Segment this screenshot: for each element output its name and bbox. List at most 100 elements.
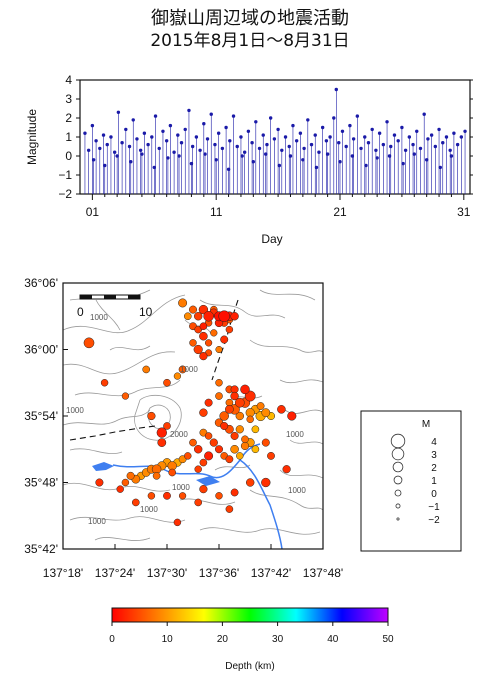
epicenter (230, 391, 239, 401)
mt-point (86, 148, 91, 152)
epicenter (121, 392, 130, 400)
epicenter (147, 492, 156, 500)
epicenter (198, 304, 209, 315)
mt-point (116, 110, 121, 115)
mt-point (124, 127, 128, 132)
mt-point (157, 146, 161, 151)
mt-point (348, 123, 352, 128)
mt-point (115, 154, 119, 158)
mt-point (216, 131, 221, 135)
map-lon-label: 137°36' (199, 566, 239, 580)
lake (92, 462, 114, 471)
mt-point (90, 123, 95, 128)
mt-point (166, 156, 170, 160)
mt-ytick-label: 4 (65, 73, 72, 87)
epicenter (194, 498, 203, 507)
epicenter (100, 379, 109, 387)
epicenter (209, 438, 218, 447)
mt-xtick-label: 01 (86, 205, 100, 219)
mt-point (375, 156, 379, 160)
chart-title: 御嶽山周辺域の地震活動 (151, 8, 349, 29)
mt-ytick-label: −1 (58, 168, 72, 182)
epicenter (240, 384, 250, 395)
mt-point (325, 152, 330, 156)
mt-point (459, 135, 464, 139)
contour-label: 1000 (180, 365, 198, 374)
mt-point (120, 141, 124, 145)
mt-point (338, 160, 342, 164)
mt-point (142, 131, 147, 135)
mt-point (350, 154, 355, 158)
legend-circle (392, 461, 404, 473)
epicenter (230, 488, 239, 497)
epicenter (199, 352, 208, 361)
epicenter (204, 451, 214, 461)
map-lon-label: 137°18' (43, 566, 83, 580)
epicenter (126, 471, 135, 480)
mt-point (257, 146, 262, 151)
mt-point (140, 152, 144, 156)
mt-point (332, 116, 336, 120)
epicenter (178, 298, 188, 308)
mt-point (205, 137, 210, 141)
mt-point (401, 161, 405, 166)
map-lon-label: 137°48' (303, 566, 343, 580)
epicenter (230, 312, 239, 321)
epicenter (261, 477, 271, 488)
mt-point (344, 144, 348, 149)
legend-label: 4 (431, 437, 437, 448)
epicenter (215, 345, 223, 354)
chart-subtitle: 2015年8月1日～8月31日 (150, 31, 350, 51)
legend-circle (393, 475, 403, 485)
epicenter (220, 335, 229, 344)
mt-point (441, 141, 445, 145)
mt-point (363, 135, 367, 139)
epicenter (261, 408, 271, 418)
mt-point (220, 146, 225, 151)
mt-point (146, 142, 150, 147)
contour-label: 2000 (170, 430, 188, 439)
mt-point (131, 118, 135, 122)
contour-label: 1000 (66, 406, 84, 415)
epicenter (168, 468, 177, 477)
mt-point (150, 135, 154, 139)
mt-point (314, 165, 319, 170)
mt-point (101, 133, 106, 137)
epicenter (225, 505, 234, 513)
mt-point (190, 144, 195, 149)
epicenter (152, 472, 161, 480)
mt-point (187, 108, 191, 113)
epicenter (246, 478, 255, 487)
epicenter (251, 445, 260, 454)
mt-point (291, 123, 295, 128)
mt-point (226, 167, 231, 171)
epicenter (244, 390, 256, 402)
mt-point (437, 127, 441, 132)
depth-colorbar-ticks: 0 10 20 30 40 50 (109, 622, 394, 645)
mt-point (135, 137, 139, 141)
scale-bar-label-0: 0 (77, 305, 84, 319)
mt-point (411, 142, 415, 147)
mt-point (320, 125, 325, 130)
epicenter (178, 492, 187, 500)
mt-ylabel: Magnitude (25, 109, 39, 165)
map-lat-label: 36°06' (24, 276, 58, 290)
epicenter (183, 312, 192, 321)
epicenter (83, 337, 95, 349)
epicenter (282, 465, 291, 474)
mt-point (203, 152, 207, 156)
mt-point (251, 160, 256, 164)
map-axes: 36°06' 36°00' 35°54' 35°48' 35°42' 137°18' 137… (24, 276, 343, 580)
epicenter (215, 379, 223, 387)
mt-point (452, 131, 456, 135)
mt-point (202, 122, 206, 126)
map-lat-label: 35°48' (24, 476, 58, 490)
depth-tick-label: 30 (272, 634, 284, 645)
mt-point (268, 116, 273, 120)
map-lat-label: 36°00' (24, 343, 58, 357)
mt-point (438, 165, 442, 170)
epicenter (203, 311, 214, 322)
epicenter (218, 310, 231, 323)
scale-bar: 0 10 (77, 294, 153, 319)
